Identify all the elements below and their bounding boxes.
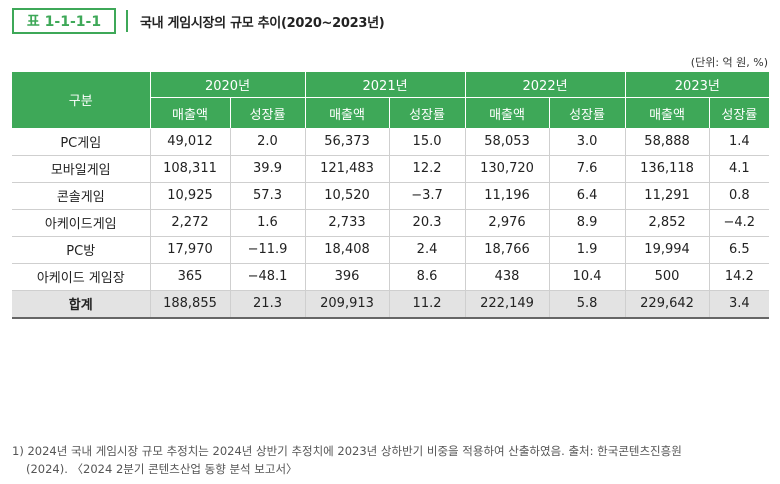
revenue-cell: 2,272 — [149, 209, 230, 237]
table-number-label: 표 1-1-1-1 — [12, 8, 116, 34]
revenue-cell: 188,855 — [149, 290, 230, 319]
header-growth: 성장률 — [229, 97, 306, 128]
growth-cell: 57.3 — [229, 182, 306, 210]
header-growth: 성장률 — [388, 97, 466, 128]
row-label: 아케이드게임 — [12, 209, 150, 237]
revenue-cell: 2,852 — [624, 209, 710, 237]
table-row: PC게임 49,012 2.0 56,373 15.0 58,053 3.0 58,888 1.… — [12, 128, 770, 156]
growth-cell: 3.4 — [708, 290, 770, 319]
revenue-cell: 209,913 — [304, 290, 390, 319]
growth-cell: −3.7 — [388, 182, 466, 210]
growth-cell: 14.2 — [708, 263, 770, 291]
header-category: 구분 — [12, 72, 150, 129]
growth-cell: 0.8 — [708, 182, 770, 210]
growth-cell: 11.2 — [388, 290, 466, 319]
footnote-line: (2024). 〈2024 2분기 콘텐츠산업 동향 분석 보고서〉 — [26, 462, 298, 476]
revenue-cell: 58,888 — [624, 128, 710, 156]
revenue-cell: 500 — [624, 263, 710, 291]
revenue-cell: 2,976 — [464, 209, 550, 237]
footnote: 1) 2024년 국내 게임시장 규모 추정치는 2024년 상반기 추정치에 … — [12, 442, 772, 478]
row-label: 아케이드 게임장 — [12, 263, 150, 291]
header-year: 2021년 — [304, 72, 466, 98]
table-total-row: 합계 188,855 21.3 209,913 11.2 222,149 5.8 229,64… — [12, 290, 770, 319]
caption-divider — [126, 10, 128, 32]
growth-cell: 1.6 — [229, 209, 306, 237]
row-label: 합계 — [12, 290, 150, 319]
growth-cell: 8.6 — [388, 263, 466, 291]
growth-cell: 21.3 — [229, 290, 306, 319]
revenue-cell: 10,520 — [304, 182, 390, 210]
header-growth: 성장률 — [708, 97, 770, 128]
revenue-cell: 121,483 — [304, 155, 390, 183]
header-revenue: 매출액 — [304, 97, 390, 128]
header-year: 2023년 — [624, 72, 770, 98]
growth-cell: −11.9 — [229, 236, 306, 264]
growth-cell: 39.9 — [229, 155, 306, 183]
table-title: 국내 게임시장의 규모 추이(2020~2023년) — [140, 15, 385, 31]
revenue-cell: 222,149 — [464, 290, 550, 319]
growth-cell: 1.9 — [548, 236, 626, 264]
growth-cell: −4.2 — [708, 209, 770, 237]
header-revenue: 매출액 — [149, 97, 230, 128]
revenue-cell: 136,118 — [624, 155, 710, 183]
game-market-table: 구분 2020년 2021년 2022년 2023년 매출액 성장률 매출액 성… — [12, 72, 770, 319]
table-row: PC방 17,970 −11.9 18,408 2.4 18,766 1.9 19,994 6.… — [12, 236, 770, 264]
revenue-cell: 396 — [304, 263, 390, 291]
unit-label: (단위: 억 원, %) — [690, 56, 768, 69]
growth-cell: 5.8 — [548, 290, 626, 319]
row-label: 콘솔게임 — [12, 182, 150, 210]
header-revenue: 매출액 — [624, 97, 710, 128]
header-growth: 성장률 — [548, 97, 626, 128]
revenue-cell: 18,766 — [464, 236, 550, 264]
growth-cell: 8.9 — [548, 209, 626, 237]
growth-cell: 6.5 — [708, 236, 770, 264]
growth-cell: 10.4 — [548, 263, 626, 291]
revenue-cell: 56,373 — [304, 128, 390, 156]
header-year: 2020년 — [149, 72, 306, 98]
revenue-cell: 18,408 — [304, 236, 390, 264]
revenue-cell: 2,733 — [304, 209, 390, 237]
table-caption: 표 1-1-1-1 국내 게임시장의 규모 추이(2020~2023년) — [12, 8, 385, 34]
table-row: 아케이드 게임장 365 −48.1 396 8.6 438 10.4 500 14.2 — [12, 263, 770, 291]
header-revenue: 매출액 — [464, 97, 550, 128]
header-year: 2022년 — [464, 72, 626, 98]
revenue-cell: 365 — [149, 263, 230, 291]
growth-cell: 1.4 — [708, 128, 770, 156]
growth-cell: 2.0 — [229, 128, 306, 156]
revenue-cell: 10,925 — [149, 182, 230, 210]
table-row: 모바일게임 108,311 39.9 121,483 12.2 130,720 7.6 136… — [12, 155, 770, 183]
revenue-cell: 17,970 — [149, 236, 230, 264]
table-body: PC게임 49,012 2.0 56,373 15.0 58,053 3.0 58,888 1.… — [12, 128, 770, 319]
growth-cell: 15.0 — [388, 128, 466, 156]
revenue-cell: 438 — [464, 263, 550, 291]
revenue-cell: 130,720 — [464, 155, 550, 183]
row-label: PC방 — [12, 236, 150, 264]
growth-cell: 12.2 — [388, 155, 466, 183]
growth-cell: 3.0 — [548, 128, 626, 156]
table-row: 아케이드게임 2,272 1.6 2,733 20.3 2,976 8.9 2,852 −4.2 — [12, 209, 770, 237]
revenue-cell: 58,053 — [464, 128, 550, 156]
revenue-cell: 49,012 — [149, 128, 230, 156]
revenue-cell: 19,994 — [624, 236, 710, 264]
growth-cell: 20.3 — [388, 209, 466, 237]
revenue-cell: 11,196 — [464, 182, 550, 210]
revenue-cell: 229,642 — [624, 290, 710, 319]
row-label: PC게임 — [12, 128, 150, 156]
row-label: 모바일게임 — [12, 155, 150, 183]
revenue-cell: 108,311 — [149, 155, 230, 183]
footnote-line: 1) 2024년 국내 게임시장 규모 추정치는 2024년 상반기 추정치에 … — [12, 444, 682, 458]
growth-cell: 4.1 — [708, 155, 770, 183]
growth-cell: 6.4 — [548, 182, 626, 210]
growth-cell: −48.1 — [229, 263, 306, 291]
revenue-cell: 11,291 — [624, 182, 710, 210]
growth-cell: 7.6 — [548, 155, 626, 183]
growth-cell: 2.4 — [388, 236, 466, 264]
table-row: 콘솔게임 10,925 57.3 10,520 −3.7 11,196 6.4 11,291 0… — [12, 182, 770, 210]
